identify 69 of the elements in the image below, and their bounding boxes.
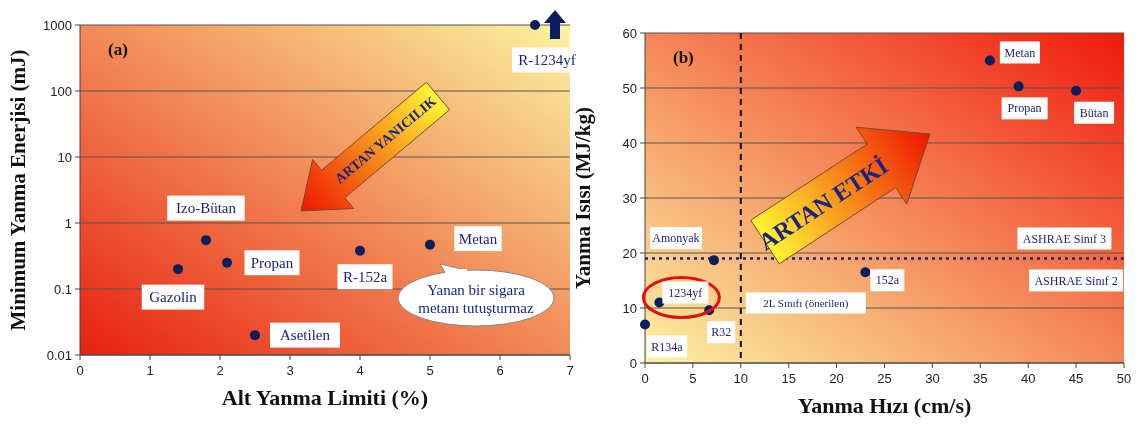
y-tick-label: 1: [64, 215, 72, 231]
y-tick-label: 0.1: [53, 281, 72, 297]
annotation: Asetilen: [280, 327, 331, 344]
x-tick-label: 4: [356, 363, 364, 378]
x-tick-label: 15: [781, 371, 796, 386]
point: [1071, 85, 1082, 96]
point: [640, 319, 650, 330]
annotation: Metan: [1004, 45, 1036, 60]
x-tick-label: 20: [829, 371, 844, 386]
point: [355, 245, 365, 256]
x-tick-label: 7: [566, 363, 574, 378]
x-tick-label: 10: [733, 371, 749, 386]
annotation: Izo-Bütan: [176, 200, 237, 217]
annotation: 152a: [875, 273, 900, 288]
annotation: R-1234yf: [518, 52, 576, 68]
point: [1013, 81, 1024, 92]
x-tick-label: 6: [496, 363, 504, 378]
y-tick-label: 30: [622, 190, 637, 206]
x-tick-label: 30: [925, 371, 940, 386]
y-tick-label: 40: [622, 135, 637, 151]
annotation: Gazolin: [149, 289, 198, 306]
point: [425, 239, 435, 250]
y-tick-label: 50: [622, 80, 637, 96]
x-tick-label: 40: [1020, 371, 1036, 386]
x-axis-title: Alt Yanma Limiti (%): [221, 385, 429, 410]
y-tick-label: 10: [622, 300, 637, 316]
point: [530, 20, 540, 30]
annotation: Propan: [1007, 101, 1042, 116]
point: [708, 255, 719, 266]
x-tick-label: 1: [146, 363, 154, 378]
x-tick-label: 0: [641, 371, 649, 386]
annotation: R134a: [651, 339, 684, 354]
x-tick-label: 5: [689, 371, 697, 386]
point: [201, 235, 211, 246]
y-tick-label: 0.01: [46, 347, 72, 363]
point: [860, 267, 871, 278]
y-tick-label: 10: [57, 149, 72, 165]
y-tick-label: 60: [622, 25, 637, 41]
annotation: Amonyak: [652, 231, 700, 246]
x-axis-title: Yanma Hızı (cm/s): [797, 393, 972, 418]
ref-line-label: ASHRAE Sinıf 3: [1022, 231, 1107, 246]
x-tick-label: 5: [426, 363, 434, 378]
text: (b): [673, 48, 694, 67]
point: [173, 264, 183, 275]
y-tick-label: 20: [622, 245, 637, 261]
x-tick-label: 45: [1068, 371, 1084, 386]
annotation: Metan: [458, 230, 498, 247]
y-axis-title: Minimum Yanma Enerjisi (mJ): [6, 49, 30, 331]
x-tick-label: 50: [1116, 371, 1132, 386]
annotation: Bütan: [1079, 105, 1109, 120]
annotation: ASHRAE Sinıf 2: [1034, 273, 1118, 288]
annotation: R-152a: [342, 268, 388, 285]
x-tick-label: 35: [973, 371, 988, 386]
x-tick-label: 0: [76, 363, 84, 378]
point: [222, 257, 232, 268]
point: [984, 55, 995, 66]
y-axis-title: Yanma Isısı (MJ/kg): [571, 106, 595, 290]
x-tick-label: 25: [877, 371, 892, 386]
annotation: 1234yf: [668, 285, 703, 300]
x-tick-label: 2: [216, 363, 224, 378]
annotation: R32: [711, 325, 732, 340]
annotation: Yanan bir sigara metanı tutuşturmaz: [418, 282, 535, 316]
ref-line-label: 2L Sınıfı (önerilen): [763, 297, 849, 310]
point: [250, 330, 260, 341]
x-tick-label: 3: [286, 363, 294, 378]
y-tick-label: 1000: [43, 17, 72, 33]
annotation: Propan: [250, 254, 294, 271]
y-tick-label: 100: [50, 83, 72, 99]
text: (a): [108, 40, 128, 59]
